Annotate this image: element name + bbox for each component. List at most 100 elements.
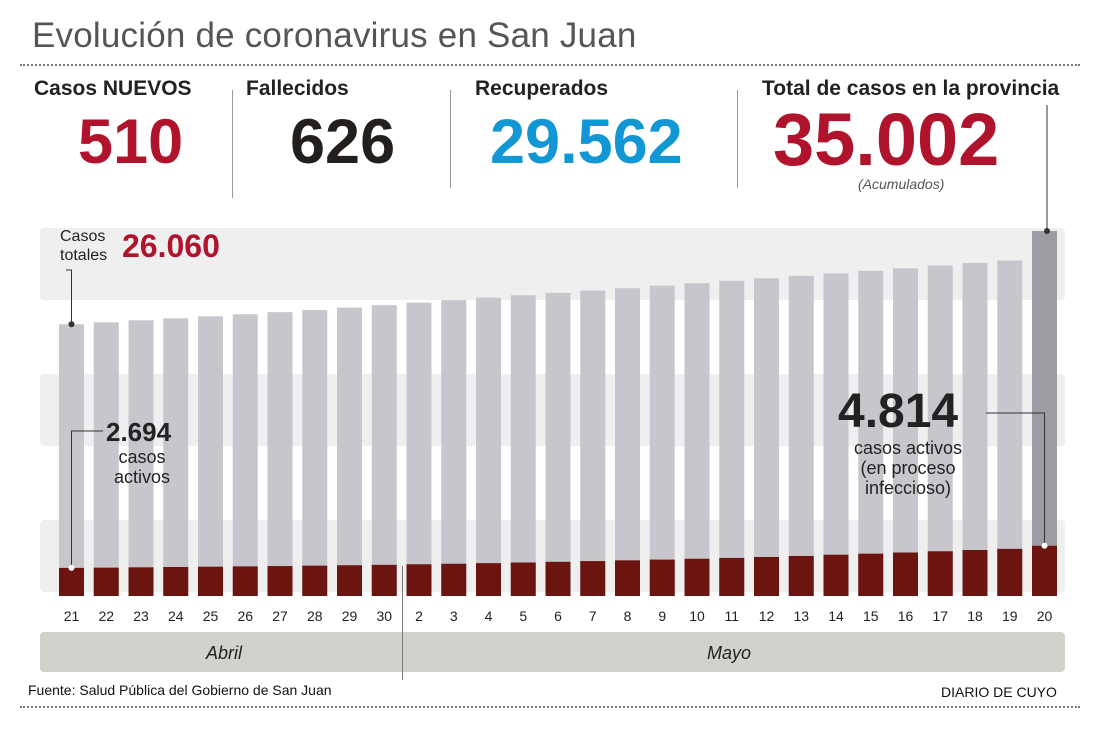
total-cases-bar <box>927 265 953 596</box>
x-tick-label: 12 <box>759 608 775 624</box>
casos-nuevos-label: Casos NUEVOS <box>34 77 192 100</box>
active-cases-bar <box>649 559 675 596</box>
x-tick-label: 3 <box>450 608 458 624</box>
end-active-value: 4.814 <box>838 385 959 438</box>
x-tick-label: 13 <box>793 608 809 624</box>
active-cases-bar <box>997 548 1023 596</box>
x-tick-label: 22 <box>98 608 114 624</box>
active-cases-bar <box>302 565 328 596</box>
active-cases-bar <box>858 553 884 596</box>
total-cases-bar <box>962 262 988 596</box>
acumulados-note: (Acumulados) <box>858 176 945 192</box>
total-cases-bar <box>93 322 119 596</box>
active-cases-bar <box>476 563 501 596</box>
total-casos-value: 35.002 <box>773 98 1000 181</box>
total-cases-bar <box>719 280 745 596</box>
x-tick-label: 21 <box>64 608 80 624</box>
active-cases-bar <box>580 561 606 596</box>
x-tick-label: 26 <box>237 608 253 624</box>
end-active-leader-dot <box>1041 542 1048 549</box>
x-tick-label: 29 <box>342 608 358 624</box>
brand-label: DIARIO DE CUYO <box>941 684 1057 700</box>
active-cases-bar <box>128 567 154 596</box>
x-tick-label: 5 <box>519 608 527 624</box>
total-cases-bar <box>476 297 501 596</box>
x-tick-label: 16 <box>898 608 914 624</box>
totales-leader-line <box>66 269 72 325</box>
x-tick-label: 24 <box>168 608 184 624</box>
total-cases-bar <box>858 270 884 596</box>
end-active-label-3: infeccioso) <box>864 478 952 498</box>
fallecidos-label: Fallecidos <box>246 77 349 100</box>
x-tick-label: 19 <box>1002 608 1018 624</box>
x-tick-label: 30 <box>376 608 392 624</box>
total-leader-dot <box>1044 228 1050 234</box>
x-tick-label: 7 <box>589 608 597 624</box>
fallecidos-value: 626 <box>290 107 396 177</box>
active-cases-bar <box>163 567 189 596</box>
total-cases-bar <box>128 320 154 596</box>
casos-nuevos-value: 510 <box>78 107 184 177</box>
source-note: Fuente: Salud Pública del Gobierno de Sa… <box>28 682 332 698</box>
start-active-value: 2.694 <box>106 417 172 447</box>
active-cases-bar <box>684 558 710 596</box>
total-cases-bar <box>232 314 258 596</box>
total-casos-label: Total de casos en la provincia <box>762 77 1060 100</box>
x-tick-label: 27 <box>272 608 288 624</box>
end-active-label-2: (en proceso <box>860 458 956 478</box>
active-cases-bar <box>927 551 953 596</box>
active-cases-bar <box>893 552 918 596</box>
recuperados-value: 29.562 <box>490 107 683 177</box>
bottom-divider <box>20 706 1080 708</box>
x-tick-label: 15 <box>863 608 879 624</box>
stat-separator <box>737 90 738 188</box>
top-divider <box>20 64 1080 66</box>
total-cases-bar <box>441 300 467 596</box>
total-cases-bar <box>997 260 1023 596</box>
active-cases-bar <box>93 567 119 596</box>
end-active-label-1: casos activos <box>853 438 963 458</box>
total-cases-bar <box>684 283 710 596</box>
start-active-label-1: casos <box>118 447 166 467</box>
active-cases-bar <box>337 565 362 596</box>
x-tick-label: 10 <box>689 608 705 624</box>
total-cases-bar <box>163 318 189 596</box>
total-cases-bar <box>198 316 223 596</box>
active-cases-bar <box>59 567 84 596</box>
x-tick-label: 2 <box>415 608 423 624</box>
active-cases-bar <box>198 566 223 596</box>
active-cases-bar <box>962 550 988 596</box>
active-cases-bar <box>371 564 397 596</box>
active-cases-bar <box>232 566 258 596</box>
active-cases-bar <box>267 566 293 596</box>
total-cases-bar <box>649 285 675 596</box>
total-cases-bar <box>406 302 432 596</box>
x-tick-label: 8 <box>624 608 632 624</box>
casos-totales-value: 26.060 <box>122 228 220 264</box>
stat-separator <box>232 90 233 198</box>
active-cases-bar <box>719 557 745 596</box>
month-bar <box>40 632 1065 672</box>
x-tick-label: 4 <box>485 608 493 624</box>
total-cases-bar <box>615 288 640 596</box>
x-tick-label: 6 <box>554 608 562 624</box>
active-cases-bar <box>615 560 640 596</box>
page-title: Evolución de coronavirus en San Juan <box>32 16 637 55</box>
month-april: Abril <box>206 643 243 663</box>
total-cases-bar <box>267 312 293 596</box>
total-cases-bar <box>580 290 606 596</box>
x-tick-label: 9 <box>658 608 666 624</box>
active-cases-bar <box>823 554 849 596</box>
month-may: Mayo <box>707 643 752 663</box>
active-cases-bar <box>754 556 779 596</box>
stat-separator <box>450 90 451 188</box>
total-cases-bar <box>823 273 849 596</box>
casos-totales-label-2: totales <box>60 247 108 264</box>
month-divider <box>402 566 403 680</box>
active-cases-bar <box>788 555 814 596</box>
start-active-label-2: activos <box>113 467 171 487</box>
total-cases-bar <box>302 310 328 596</box>
active-cases-bar <box>441 563 467 596</box>
total-cases-bar <box>754 278 779 596</box>
